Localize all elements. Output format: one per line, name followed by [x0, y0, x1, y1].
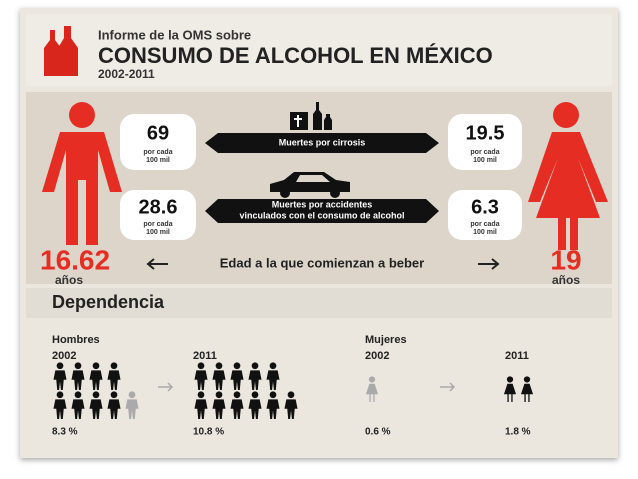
age-unit: años — [552, 273, 580, 287]
woman-figure — [528, 102, 608, 250]
stat-value: 6.3 — [471, 196, 499, 218]
percent: 1.8 % — [505, 427, 531, 438]
stat-value: 69 — [147, 122, 169, 144]
percent: 8.3 % — [52, 427, 78, 438]
age-label: Edad a la que comienzan a beber — [220, 255, 424, 270]
title: CONSUMO DE ALCOHOL EN MÉXICO — [98, 43, 493, 68]
accidents-banner — [205, 199, 439, 223]
percent: 0.6 % — [365, 427, 391, 438]
banner-label: vinculados con el consumo de alcohol — [239, 210, 404, 220]
banner-label: Muertes por accidentes — [272, 199, 373, 209]
trend-arrows — [158, 382, 456, 392]
age-value: 19 — [550, 244, 581, 275]
subtitle: Informe de la OMS sobre — [98, 27, 251, 42]
stat-value: 19.5 — [466, 122, 505, 144]
stat-unit: por cada — [143, 149, 172, 156]
year: 2002 — [365, 350, 389, 362]
header-bg — [26, 14, 612, 86]
group-label: Hombres — [52, 334, 100, 346]
percent: 10.8 % — [193, 427, 224, 438]
cirrhosis-banner — [205, 133, 439, 153]
group-label: Mujeres — [365, 334, 407, 346]
year: 2011 — [193, 350, 217, 362]
year: 2002 — [52, 350, 76, 362]
year: 2011 — [505, 350, 529, 362]
stat-unit: 100 mil — [146, 157, 170, 164]
stat-unit: 100 mil — [146, 229, 170, 236]
bubbles — [120, 114, 522, 240]
dependence-title: Dependencia — [52, 292, 165, 312]
man-figure — [42, 102, 122, 245]
stat-unit: 100 mil — [473, 157, 497, 164]
stat-value: 28.6 — [139, 196, 178, 218]
age-arrows — [146, 258, 500, 270]
stat-unit: por cada — [470, 149, 499, 156]
period: 2002-2011 — [98, 67, 155, 81]
stat-unit: por cada — [143, 221, 172, 228]
stat-unit: por cada — [470, 221, 499, 228]
car-window — [296, 175, 330, 182]
age-value: 16.62 — [40, 244, 110, 275]
bottles-icon — [44, 26, 78, 76]
cross — [294, 115, 302, 127]
age-unit: años — [55, 273, 83, 287]
dependence-bar — [26, 288, 612, 318]
stat-unit: 100 mil — [473, 229, 497, 236]
banner-label: Muertes por cirrosis — [279, 137, 366, 147]
